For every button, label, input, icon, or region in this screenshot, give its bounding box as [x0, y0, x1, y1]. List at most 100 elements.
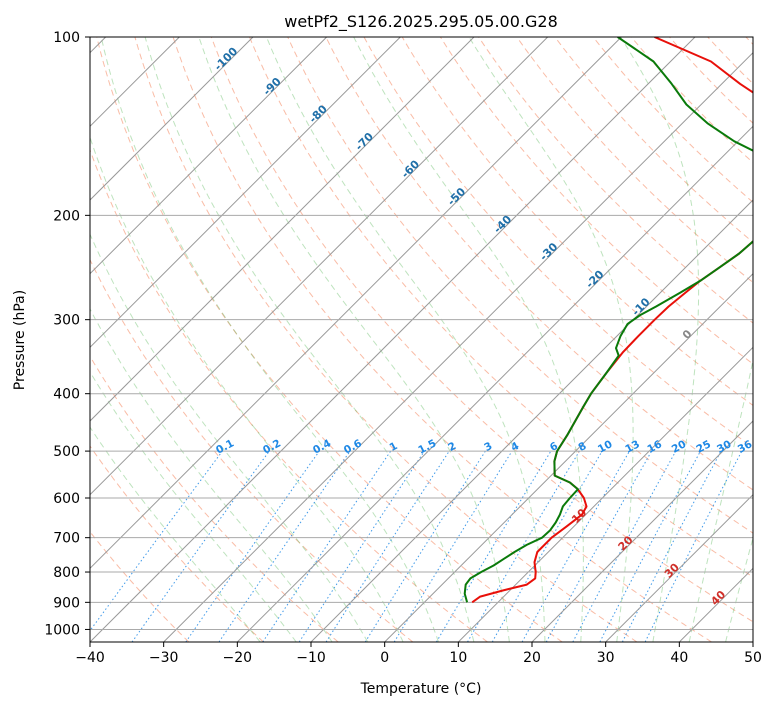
isotherm-label: -50 — [445, 185, 468, 208]
mixing-ratio-labels: 0.1 0.2 0.4 0.6 1 1.5 2 3 4 6 8 10 13 16 20 25 30 36 — [214, 437, 754, 456]
x-tick-label: −20 — [223, 650, 253, 666]
isotherm-line — [90, 37, 549, 496]
isotherm-line — [163, 51, 753, 642]
mixing-ratio-line — [298, 450, 425, 642]
isotherm-line — [384, 272, 753, 642]
isotherm-line — [605, 493, 753, 642]
isotherm-line — [310, 199, 753, 642]
dry-adiabat — [210, 37, 753, 623]
moist-adiabat — [100, 37, 439, 642]
mixing-ratio-label: 25 — [694, 438, 713, 455]
mixing-ratio-line — [364, 450, 486, 642]
mixing-ratio-label: 36 — [736, 438, 755, 455]
mixing-ratio-line — [521, 450, 630, 642]
isotherm-label: -20 — [583, 268, 606, 291]
y-tick-label: 500 — [53, 444, 80, 460]
moist-adiabat — [90, 135, 404, 642]
mixing-ratio-label: 2 — [446, 440, 458, 454]
y-tick-label: 200 — [53, 208, 80, 224]
profile-lines — [463, 37, 753, 604]
dry-adiabat — [287, 37, 753, 534]
dry-adiabat — [669, 37, 753, 124]
dry-adiabat — [592, 37, 753, 203]
mixing-ratio-label: 30 — [715, 438, 734, 455]
moist-adiabat — [688, 358, 753, 642]
isotherm-label: -70 — [353, 130, 376, 153]
mixing-ratio-label: 4 — [509, 440, 521, 454]
isotherm-line — [236, 125, 753, 642]
dewpoint-profile-line — [463, 37, 753, 603]
x-tick-label: 0 — [380, 650, 389, 666]
isotherm-line — [531, 420, 753, 642]
dry-adiabat — [90, 445, 264, 642]
isotherm-line — [90, 37, 328, 275]
mixing-ratio-label: 0.4 — [311, 437, 333, 456]
mixing-ratio-label: 10 — [596, 438, 615, 455]
moist-adiabat — [468, 37, 634, 642]
moist-adiabat — [90, 233, 369, 642]
isotherm-line — [90, 37, 622, 570]
mixing-ratio-label: 6 — [548, 440, 560, 454]
isotherm-line — [90, 37, 475, 422]
dry-adiabat — [172, 37, 712, 642]
y-axis: 100 200 300 400 500 600 700 800 900 1000 — [44, 30, 90, 638]
x-axis-label: Temperature (°C) — [360, 681, 482, 697]
dry-adiabat — [745, 37, 753, 46]
dry-adiabat — [516, 37, 753, 284]
dry-adiabat — [325, 37, 753, 491]
x-axis: −40 −30 −20 −10 0 10 20 30 40 50 — [75, 642, 762, 666]
mixing-ratio-line — [131, 450, 270, 642]
x-tick-label: 10 — [449, 650, 467, 666]
dry-adiabat — [554, 37, 753, 243]
mixing-ratio-line — [572, 450, 677, 642]
mixing-ratio-line — [262, 450, 392, 642]
moist-adiabat — [90, 370, 297, 642]
mixing-ratio-line — [435, 450, 552, 642]
moist-adiabat — [144, 37, 475, 642]
mixing-ratio-label: 20 — [670, 438, 689, 455]
moist-adiabat — [266, 37, 546, 642]
background-lines — [90, 37, 753, 642]
y-tick-label: 1000 — [44, 622, 80, 638]
y-tick-label: 300 — [53, 313, 80, 329]
dry-adiabat — [90, 148, 488, 642]
isotherm-line — [457, 346, 753, 642]
mixing-ratio-line — [393, 450, 513, 642]
x-tick-label: −40 — [75, 650, 105, 666]
dry-adiabat — [134, 37, 638, 642]
mixing-ratio-line — [325, 450, 450, 642]
isotherm-line — [90, 37, 254, 201]
isotherm-line — [90, 37, 696, 642]
mixing-ratio-line — [90, 450, 223, 632]
moist-adiabat — [90, 308, 333, 642]
dry-adiabat — [90, 258, 414, 642]
y-tick-label: 100 — [53, 30, 80, 46]
mixing-ratio-label: 16 — [645, 438, 664, 455]
moist-adiabat — [353, 37, 584, 642]
mixing-ratio-line — [545, 450, 653, 642]
dry-adiabat — [439, 37, 753, 365]
mixing-ratio-line — [599, 450, 701, 642]
x-tick-label: −10 — [296, 650, 326, 666]
dry-adiabat — [90, 531, 190, 642]
moist-adiabat — [90, 426, 261, 642]
moist-adiabat — [725, 536, 753, 642]
mixing-ratio-label: 3 — [482, 440, 494, 454]
isotherm-label: 30 — [662, 561, 682, 581]
isotherm-line — [90, 37, 401, 349]
isotherm-label: -100 — [212, 44, 241, 73]
plot-frame — [89, 36, 754, 643]
dry-adiabat — [707, 37, 753, 85]
x-tick-label: 40 — [670, 650, 688, 666]
y-tick-label: 700 — [53, 531, 80, 547]
y-tick-label: 800 — [53, 565, 80, 581]
x-tick-label: 20 — [523, 650, 541, 666]
x-tick-label: 30 — [597, 650, 615, 666]
isotherm-label: -90 — [260, 75, 283, 98]
y-tick-label: 900 — [53, 595, 80, 611]
y-axis-label: Pressure (hPa) — [12, 290, 28, 390]
mixing-ratio-line — [185, 450, 320, 642]
mixing-ratio-label: 1 — [388, 440, 400, 454]
isotherm-label: -80 — [307, 102, 330, 125]
